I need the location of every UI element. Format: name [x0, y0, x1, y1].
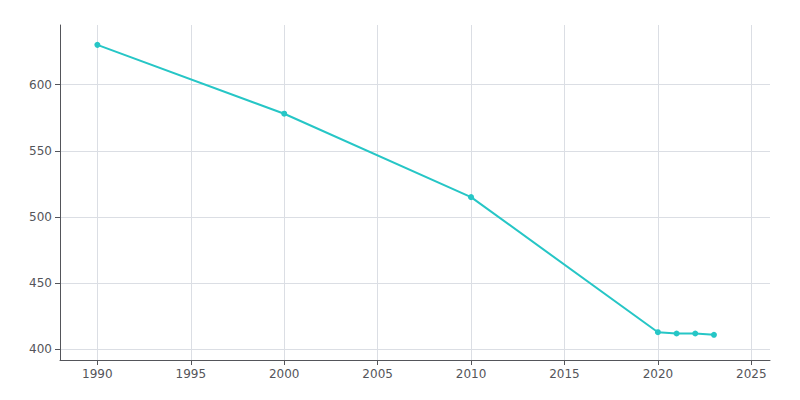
svg-text:600: 600 — [29, 78, 52, 92]
svg-text:400: 400 — [29, 342, 52, 356]
svg-text:2025: 2025 — [736, 367, 767, 381]
svg-text:2015: 2015 — [549, 367, 580, 381]
svg-text:1990: 1990 — [82, 367, 113, 381]
svg-text:1995: 1995 — [176, 367, 207, 381]
svg-text:500: 500 — [29, 210, 52, 224]
svg-text:450: 450 — [29, 276, 52, 290]
svg-text:2005: 2005 — [362, 367, 393, 381]
svg-text:2010: 2010 — [456, 367, 487, 381]
svg-text:2000: 2000 — [269, 367, 300, 381]
svg-text:2020: 2020 — [643, 367, 674, 381]
svg-text:550: 550 — [29, 144, 52, 158]
